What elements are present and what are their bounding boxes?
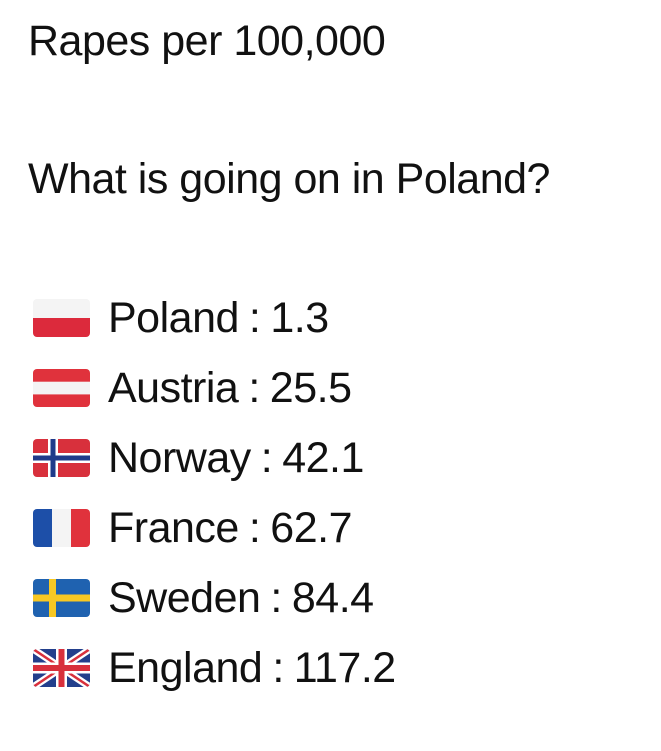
country-row: England:117.2 — [33, 643, 406, 693]
rate-value: 1.3 — [270, 293, 329, 342]
country-name: Norway — [108, 433, 251, 482]
country-row: Norway:42.1 — [33, 433, 374, 483]
separator: : — [248, 293, 261, 342]
country-name: France — [108, 503, 239, 552]
flag — [33, 649, 90, 687]
flag — [33, 509, 90, 547]
country-name: Sweden — [108, 573, 261, 622]
country-row: Sweden:84.4 — [33, 573, 384, 623]
country-row: Poland:1.3 — [33, 293, 339, 343]
post-question: What is going on in Poland? — [28, 155, 550, 203]
separator: : — [260, 433, 273, 482]
separator: : — [270, 573, 282, 622]
rate-value: 117.2 — [293, 643, 396, 692]
country-name: Poland — [108, 293, 239, 342]
separator: : — [248, 363, 260, 412]
flag — [33, 579, 90, 617]
country-row: France:62.7 — [33, 503, 362, 553]
rate-value: 62.7 — [270, 503, 352, 552]
post-title: Rapes per 100,000 — [28, 17, 386, 65]
flag — [33, 439, 90, 477]
country-row: Austria:25.5 — [33, 363, 362, 413]
separator: : — [248, 503, 261, 552]
separator: : — [272, 643, 284, 692]
rate-value: 25.5 — [269, 363, 352, 412]
rate-value: 42.1 — [282, 433, 364, 482]
flag — [33, 369, 90, 407]
flag — [33, 299, 90, 337]
country-name: England — [108, 643, 263, 692]
country-name: Austria — [108, 363, 239, 412]
rate-value: 84.4 — [291, 573, 374, 622]
